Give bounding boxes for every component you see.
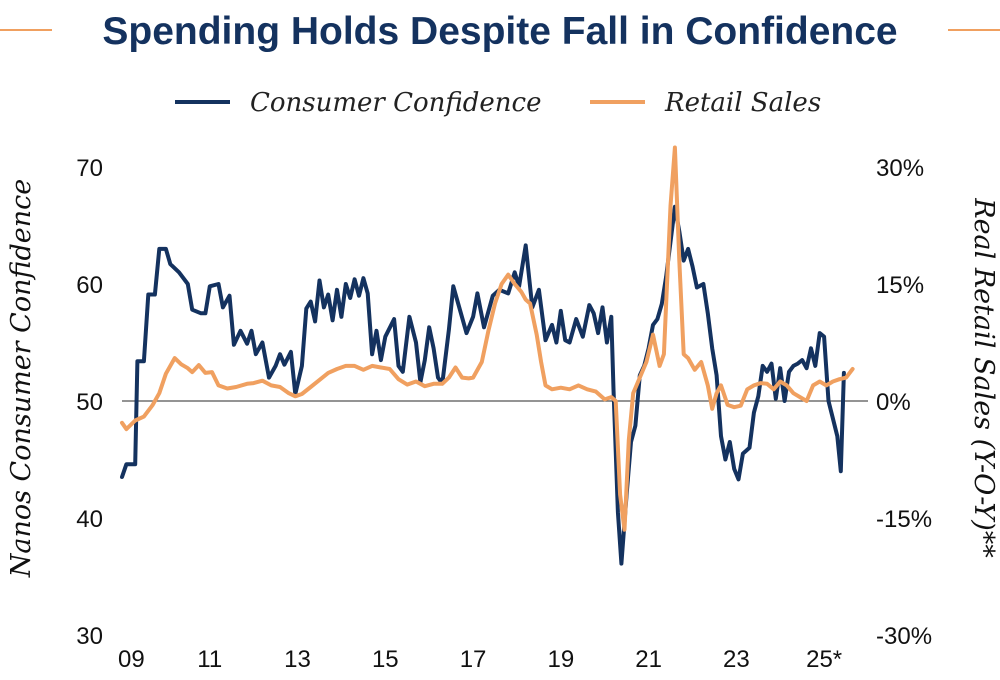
x-tick-label: 13 <box>284 646 311 673</box>
right-tick-label: 0% <box>876 389 911 416</box>
x-tick-label: 25* <box>806 646 842 673</box>
right-tick-label: -15% <box>876 506 932 533</box>
legend-label-consumer-confidence: Consumer Confidence <box>250 88 541 118</box>
x-tick-label: 11 <box>197 646 222 673</box>
series-line-retail-sales <box>120 145 855 532</box>
left-axis-ticks: 30 40 50 60 70 <box>76 155 103 650</box>
right-tick-label: -30% <box>876 623 932 650</box>
series-layer <box>120 145 855 566</box>
x-tick-label: 21 <box>635 646 662 673</box>
left-tick-label: 50 <box>76 389 103 416</box>
left-axis-title: Nanos Consumer Confidence <box>6 179 37 579</box>
x-tick-label: 19 <box>547 646 574 673</box>
left-tick-label: 30 <box>76 623 103 650</box>
chart-title: Spending Holds Despite Fall in Confidenc… <box>102 10 897 53</box>
x-tick-label: 15 <box>372 646 399 673</box>
legend-label-retail-sales: Retail Sales <box>664 88 821 118</box>
legend: Consumer Confidence Retail Sales <box>175 88 821 118</box>
left-tick-label: 60 <box>76 272 103 299</box>
left-tick-label: 40 <box>76 506 103 533</box>
series-line-consumer-confidence <box>120 204 846 566</box>
right-axis-title: Real Retail Sales (Y-O-Y)** <box>968 197 999 558</box>
right-axis-ticks: -30% -15% 0% 15% 30% <box>876 155 932 650</box>
right-tick-label: 15% <box>876 272 924 299</box>
x-axis-ticks: 09 11 13 15 17 19 21 23 25* <box>118 646 842 673</box>
x-tick-label: 09 <box>118 646 145 673</box>
x-tick-label: 23 <box>723 646 750 673</box>
right-tick-label: 30% <box>876 155 924 182</box>
x-tick-label: 17 <box>460 646 487 673</box>
left-tick-label: 70 <box>76 155 103 182</box>
